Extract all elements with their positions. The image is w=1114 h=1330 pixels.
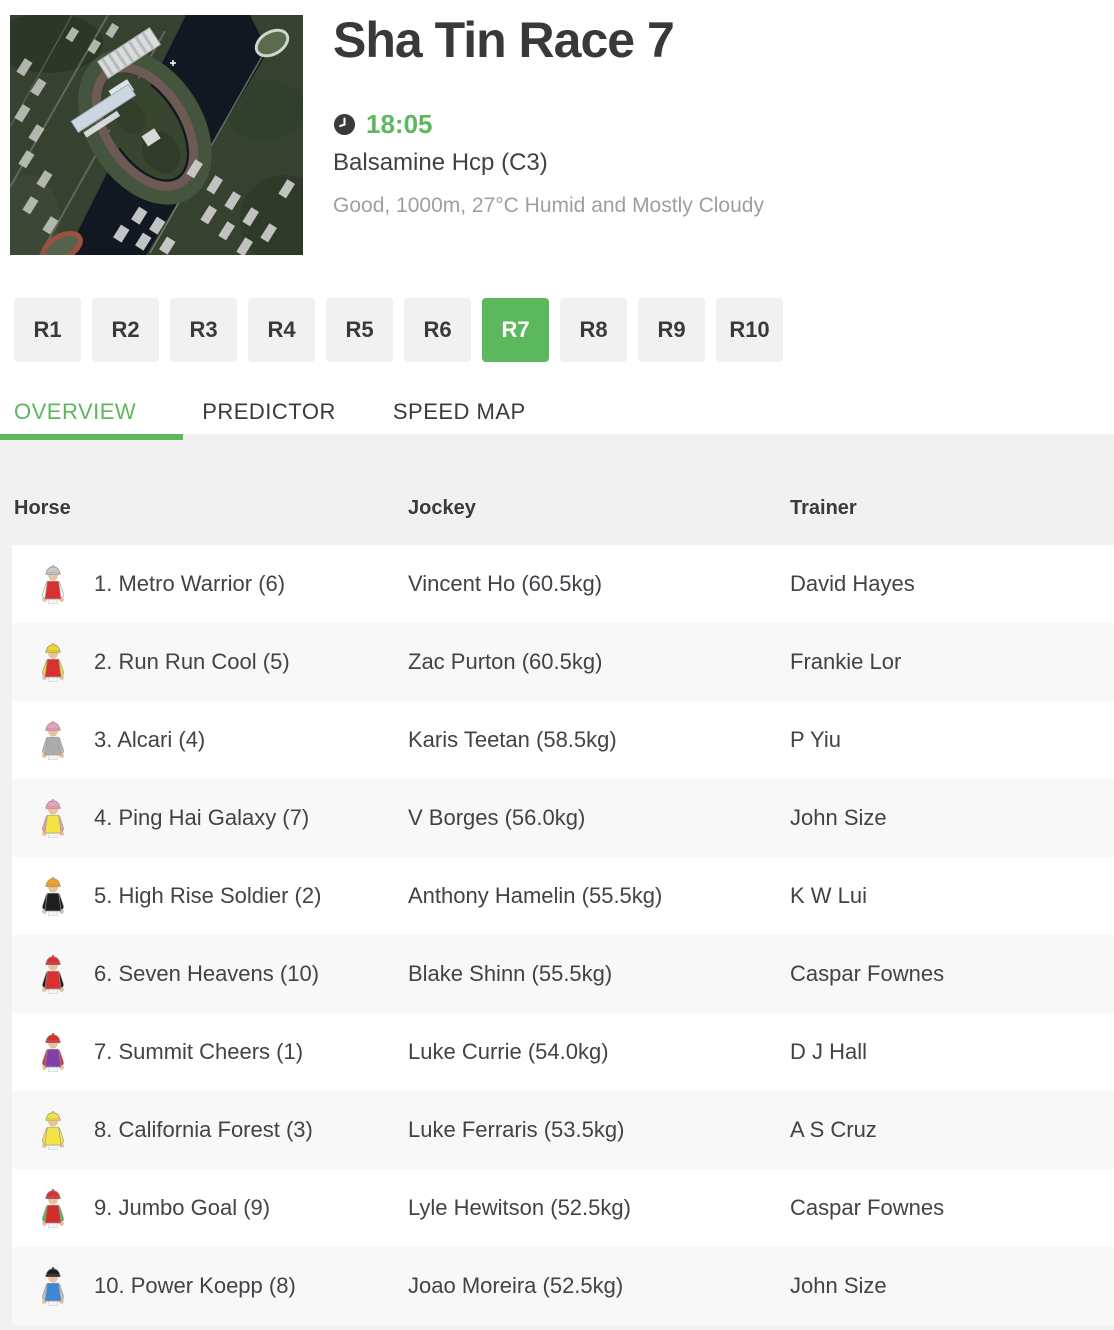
race-button-r1[interactable]: R1 (14, 298, 81, 362)
trainer-name: Frankie Lor (790, 649, 902, 674)
jockey-silk-icon (38, 796, 68, 840)
table-row[interactable]: 4. Ping Hai Galaxy (7) V Borges (56.0kg)… (12, 779, 1114, 857)
horse-name: 8. California Forest (3) (94, 1117, 313, 1142)
trainer-name: Caspar Fownes (790, 961, 945, 986)
tab-overview[interactable]: OVERVIEW (14, 399, 137, 424)
page-title: Sha Tin Race 7 (333, 12, 675, 68)
table-row[interactable]: 3. Alcari (4) Karis Teetan (58.5kg) P Yi… (12, 701, 1114, 779)
race-button-r9[interactable]: R9 (638, 298, 705, 362)
tab-speed-map[interactable]: SPEED MAP (392, 399, 526, 424)
horse-name: 10. Power Koepp (8) (94, 1273, 296, 1298)
jockey-name: Luke Ferraris (53.5kg) (408, 1117, 625, 1142)
table-row[interactable]: 8. California Forest (3) Luke Ferraris (… (12, 1091, 1114, 1169)
race-button-r7-selected[interactable]: R7 (482, 298, 549, 362)
horse-name: 3. Alcari (4) (94, 727, 206, 752)
column-header-trainer: Trainer (790, 497, 857, 519)
jockey-silk-icon (38, 718, 68, 762)
race-header: Sha Tin Race 7 18:05 Balsamine Hcp (C3) … (333, 15, 1093, 218)
active-tab-indicator (0, 434, 183, 440)
trainer-name: John Size (790, 805, 887, 830)
jockey-silk-icon (38, 952, 68, 996)
table-column-headers: Horse Jockey Trainer (14, 496, 1114, 520)
trainer-name: John Size (790, 1273, 887, 1298)
race-selector: R1 R2 R3 R4 R5 R6 R7 R8 R9 R10 (14, 298, 783, 362)
race-start-time: 18:05 (366, 108, 433, 139)
race-conditions: Good, 1000m, 27°C Humid and Mostly Cloud… (333, 194, 764, 217)
jockey-silk-icon (38, 1186, 68, 1230)
race-button-r5[interactable]: R5 (326, 298, 393, 362)
trainer-name: K W Lui (790, 883, 868, 908)
jockey-name: Luke Currie (54.0kg) (408, 1039, 609, 1064)
jockey-silk-icon (38, 562, 68, 606)
table-row[interactable]: 9. Jumbo Goal (9) Lyle Hewitson (52.5kg)… (12, 1169, 1114, 1247)
jockey-silk-icon (38, 1264, 68, 1308)
horse-name: 2. Run Run Cool (5) (94, 649, 290, 674)
horse-name: 4. Ping Hai Galaxy (7) (94, 805, 310, 830)
jockey-name: Lyle Hewitson (52.5kg) (408, 1195, 631, 1220)
table-row[interactable]: 7. Summit Cheers (1) Luke Currie (54.0kg… (12, 1013, 1114, 1091)
runners-table: Horse Jockey Trainer 1. Metro Warrior (6… (0, 440, 1114, 1330)
racecourse-aerial-image (10, 15, 303, 255)
horse-name: 9. Jumbo Goal (9) (94, 1195, 271, 1220)
race-button-r3[interactable]: R3 (170, 298, 237, 362)
trainer-name: A S Cruz (790, 1117, 877, 1142)
horse-name: 1. Metro Warrior (6) (94, 571, 286, 596)
tab-predictor[interactable]: PREDICTOR (202, 399, 336, 424)
table-row[interactable]: 10. Power Koepp (8) Joao Moreira (52.5kg… (12, 1247, 1114, 1325)
trainer-name: Caspar Fownes (790, 1195, 945, 1220)
table-row[interactable]: 1. Metro Warrior (6) Vincent Ho (60.5kg)… (12, 545, 1114, 623)
race-button-r10[interactable]: R10 (716, 298, 783, 362)
jockey-name: Vincent Ho (60.5kg) (408, 571, 603, 596)
jockey-name: Anthony Hamelin (55.5kg) (408, 883, 663, 908)
jockey-silk-icon (38, 1108, 68, 1152)
race-button-r2[interactable]: R2 (92, 298, 159, 362)
horse-name: 6. Seven Heavens (10) (94, 961, 320, 986)
jockey-silk-icon (38, 640, 68, 684)
table-row[interactable]: 5. High Rise Soldier (2) Anthony Hamelin… (12, 857, 1114, 935)
jockey-name: Zac Purton (60.5kg) (408, 649, 603, 674)
clock-icon (333, 113, 356, 136)
jockey-silk-icon (38, 1030, 68, 1074)
tab-track (0, 434, 1114, 440)
view-tabs: OVERVIEW PREDICTOR SPEED MAP (0, 394, 1114, 440)
trainer-name: P Yiu (790, 727, 841, 752)
jockey-name: Karis Teetan (58.5kg) (408, 727, 617, 752)
trainer-name: D J Hall (790, 1039, 868, 1064)
jockey-name: Blake Shinn (55.5kg) (408, 961, 613, 986)
horse-name: 7. Summit Cheers (1) (94, 1039, 304, 1064)
jockey-name: Joao Moreira (52.5kg) (408, 1273, 624, 1298)
runners-list: 1. Metro Warrior (6) Vincent Ho (60.5kg)… (12, 545, 1114, 1325)
column-header-horse: Horse (14, 497, 71, 519)
trainer-name: David Hayes (790, 571, 915, 596)
race-button-r4[interactable]: R4 (248, 298, 315, 362)
race-button-r8[interactable]: R8 (560, 298, 627, 362)
table-row[interactable]: 2. Run Run Cool (5) Zac Purton (60.5kg) … (12, 623, 1114, 701)
table-row[interactable]: 6. Seven Heavens (10) Blake Shinn (55.5k… (12, 935, 1114, 1013)
jockey-silk-icon (38, 874, 68, 918)
race-button-r6[interactable]: R6 (404, 298, 471, 362)
race-name: Balsamine Hcp (C3) (333, 149, 548, 176)
jockey-name: V Borges (56.0kg) (408, 805, 586, 830)
horse-name: 5. High Rise Soldier (2) (94, 883, 322, 908)
column-header-jockey: Jockey (408, 497, 476, 519)
